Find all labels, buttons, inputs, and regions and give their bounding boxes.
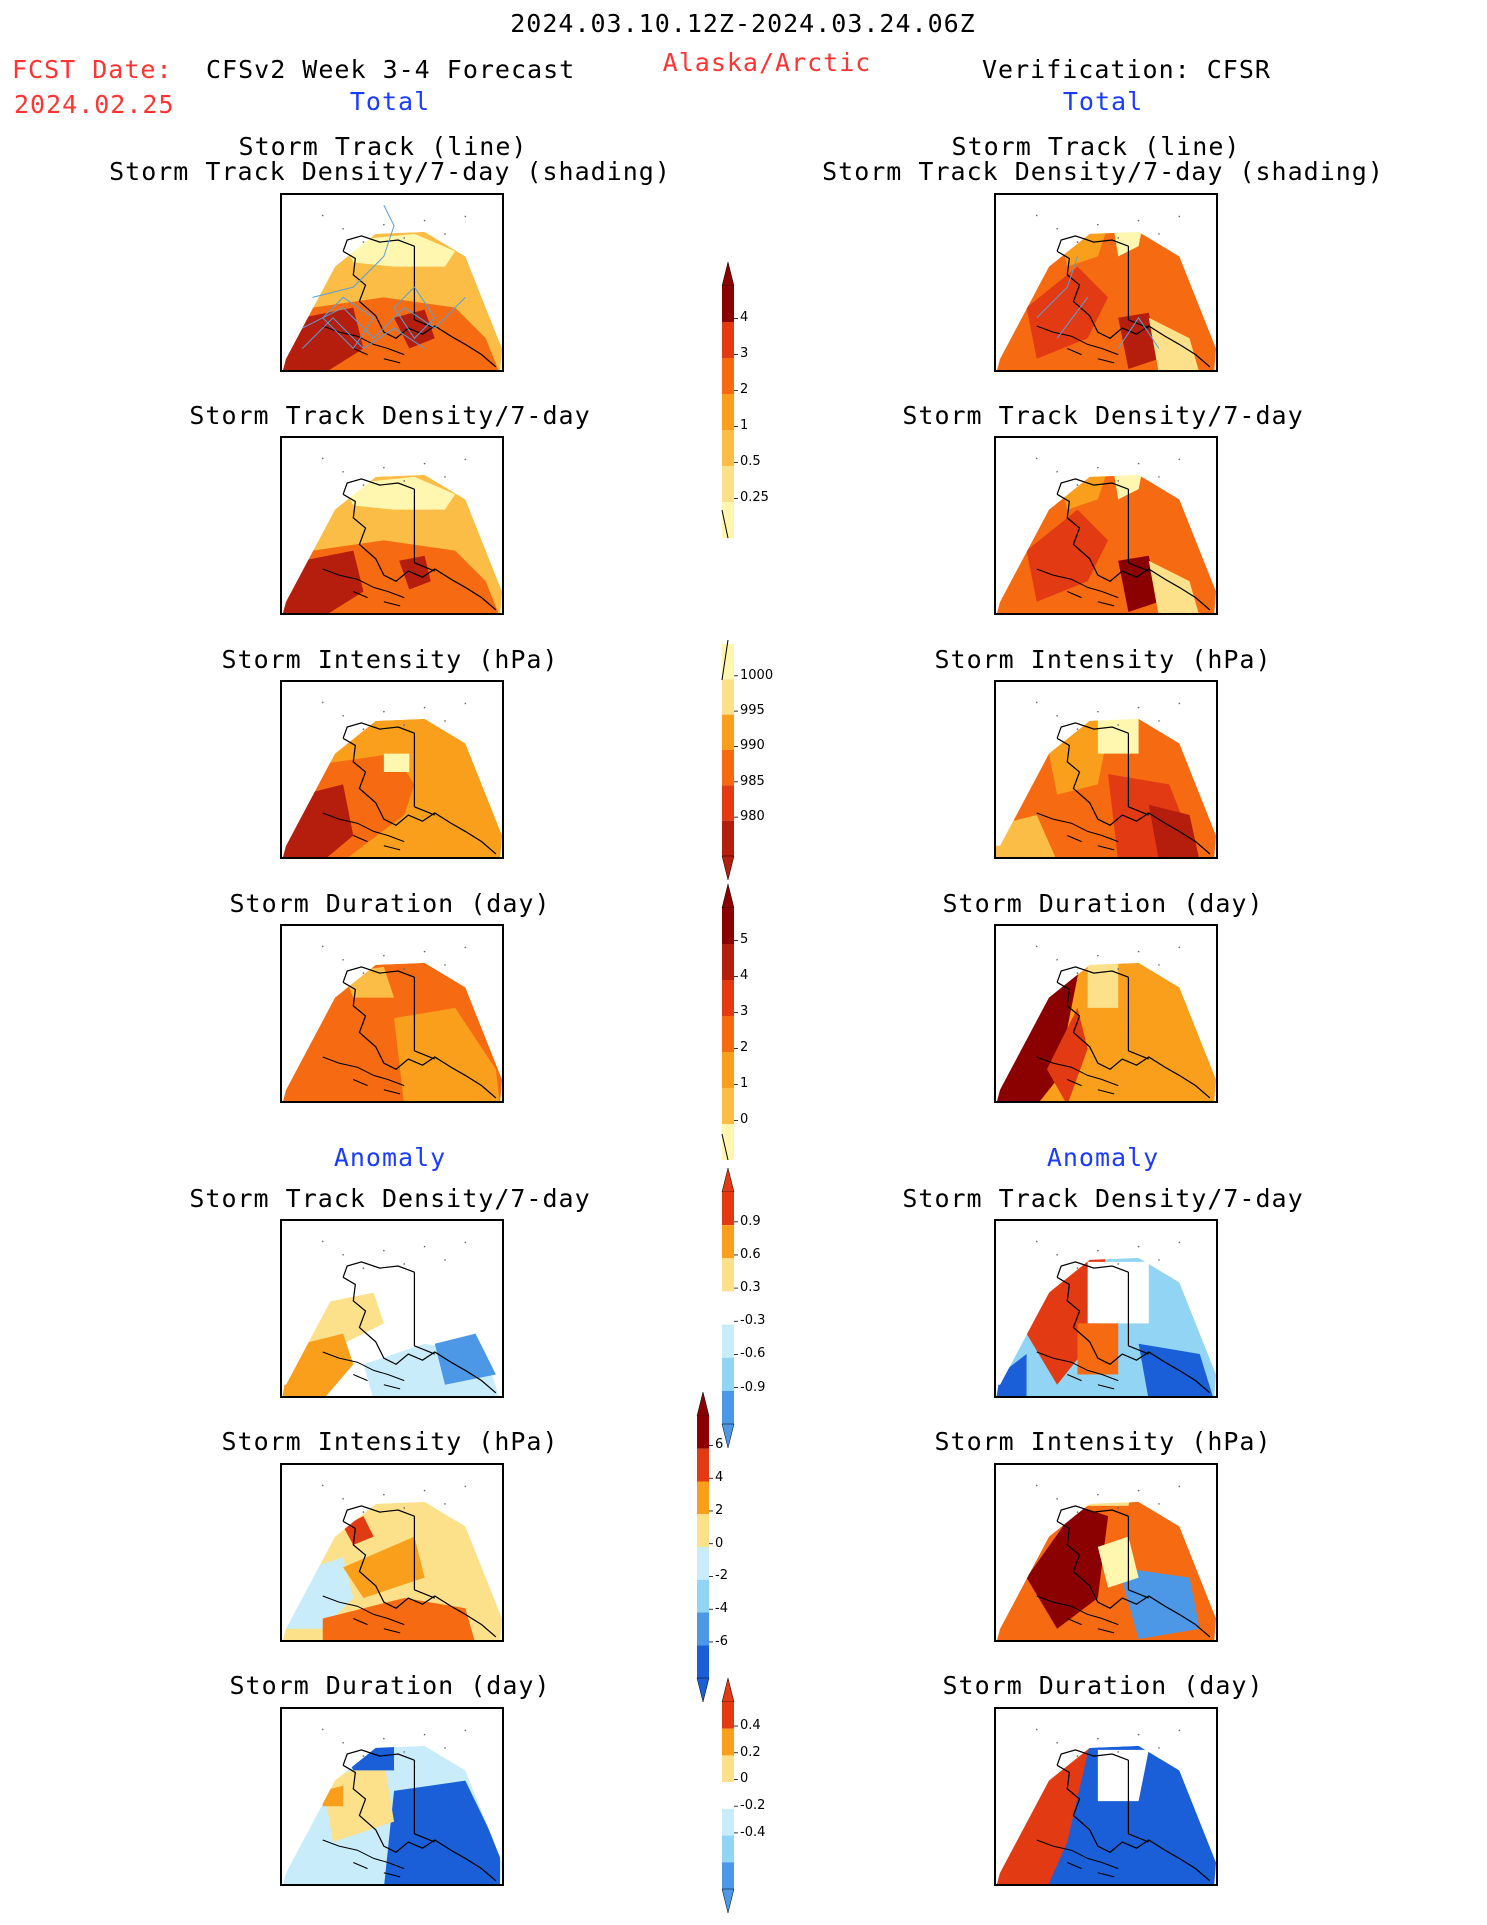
verification-title: Verification: CFSR: [982, 55, 1271, 84]
colorbar-tick-label: -0.6: [740, 1346, 766, 1362]
colorbar-tick-label: 2: [740, 1040, 749, 1056]
colorbar-tick-label: 0.5: [740, 454, 761, 470]
colorbar-anom-density: 0.9 0.6 0.3 -0.3 -0.6 -0.9: [718, 1167, 788, 1449]
right-anomaly-label: Anomaly: [1046, 1143, 1160, 1172]
map-cfsr-track: [994, 193, 1218, 372]
colorbar-tick-label: 3: [740, 1004, 749, 1020]
map-fcst-density: [280, 436, 504, 615]
colorbar-tick-label: 0.3: [740, 1280, 761, 1296]
colorbar-tick-label: -4: [715, 1601, 728, 1617]
colorbar-tick-label: 0: [715, 1535, 724, 1551]
map-cfsr-anom-density: [994, 1219, 1218, 1398]
map-cfsr-intensity: [994, 680, 1218, 859]
left-anomaly-label: Anomaly: [333, 1143, 447, 1172]
right-total-label: Total: [1062, 87, 1144, 116]
colorbar-tick-label: -6: [715, 1633, 728, 1649]
colorbar-tick-label: 0.6: [740, 1246, 761, 1262]
map-fcst-intensity: [280, 680, 504, 859]
right-density-title: Storm Track Density/7-day: [902, 401, 1304, 430]
colorbar-tick-label: 0.2: [740, 1744, 761, 1760]
colorbar-tick-label: 0: [740, 1112, 749, 1128]
colorbar-total-duration: 5 4 3 2 1 0: [718, 883, 788, 1164]
period-title: 2024.03.10.12Z-2024.03.24.06Z: [510, 9, 976, 38]
right-track-shading-title: Storm Track Density/7-day (shading): [822, 157, 1384, 186]
colorbar-total-intensity: 1000 995 990 985 980: [718, 639, 788, 881]
colorbar-tick-label: 995: [740, 703, 765, 719]
map-fcst-duration: [280, 924, 504, 1103]
map-cfsr-duration: [994, 924, 1218, 1103]
colorbar-tick-label: 5: [740, 932, 749, 948]
colorbar-tick-label: -0.2: [740, 1798, 766, 1814]
left-total-label: Total: [349, 87, 431, 116]
colorbar-tick-label: -0.9: [740, 1379, 766, 1395]
right-intensity-title: Storm Intensity (hPa): [934, 645, 1272, 674]
map-fcst-anom-density: [280, 1219, 504, 1398]
left-track-line-title: Storm Track (line): [238, 132, 528, 161]
colorbar-tick-label: 0: [740, 1771, 749, 1787]
colorbar-anom-duration: 0.4 0.2 0 -0.2 -0.4: [718, 1677, 788, 1914]
colorbar-tick-label: 1000: [740, 667, 774, 683]
colorbar-tick-label: 980: [740, 809, 765, 825]
colorbar-tick-label: 1: [740, 418, 749, 434]
fcst-date: 2024.02.25: [14, 90, 175, 119]
fcst-label: FCST Date:: [12, 55, 173, 84]
colorbar-tick-label: 1: [740, 1076, 749, 1092]
right-duration-title: Storm Duration (day): [942, 889, 1264, 918]
map-fcst-track: [280, 193, 504, 372]
colorbar-tick-label: 2: [715, 1502, 724, 1518]
colorbar-tick-label: 3: [740, 346, 749, 362]
region-title: Alaska/Arctic: [662, 48, 872, 77]
map-fcst-anom-duration: [280, 1707, 504, 1886]
model-title: CFSv2 Week 3-4 Forecast: [206, 55, 576, 84]
colorbar-tick-label: -2: [715, 1568, 728, 1584]
colorbar-tick-label: 6: [715, 1437, 724, 1453]
colorbar-tick-label: -0.3: [740, 1313, 766, 1329]
colorbar-tick-label: 4: [740, 968, 749, 984]
colorbar-tick-label: 0.9: [740, 1213, 761, 1229]
colorbar-tick-label: 0.4: [740, 1718, 761, 1734]
colorbar-tick-label: 985: [740, 773, 765, 789]
left-anom-intensity-title: Storm Intensity (hPa): [221, 1427, 559, 1456]
left-anom-duration-title: Storm Duration (day): [229, 1671, 551, 1700]
colorbar-anom-intensity: 6 4 2 0 -2 -4 -6: [693, 1391, 763, 1703]
colorbar-tick-label: 990: [740, 738, 765, 754]
left-track-shading-title: Storm Track Density/7-day (shading): [109, 157, 671, 186]
right-anom-duration-title: Storm Duration (day): [942, 1671, 1264, 1700]
colorbar-tick-label: 4: [715, 1470, 724, 1486]
colorbar-tick-label: 4: [740, 310, 749, 326]
right-anom-intensity-title: Storm Intensity (hPa): [934, 1427, 1272, 1456]
colorbar-tick-label: -0.4: [740, 1824, 766, 1840]
colorbar-tick-label: 0.25: [740, 490, 769, 506]
left-density-title: Storm Track Density/7-day: [189, 401, 591, 430]
left-duration-title: Storm Duration (day): [229, 889, 551, 918]
colorbar-tick-label: 2: [740, 382, 749, 398]
map-cfsr-density: [994, 436, 1218, 615]
map-fcst-anom-intensity: [280, 1463, 504, 1642]
left-anom-density-title: Storm Track Density/7-day: [189, 1184, 591, 1213]
right-track-line-title: Storm Track (line): [951, 132, 1241, 161]
left-intensity-title: Storm Intensity (hPa): [221, 645, 559, 674]
map-cfsr-anom-duration: [994, 1707, 1218, 1886]
colorbar-total-density: 4 3 2 1 0.5 0.25: [718, 261, 788, 542]
right-anom-density-title: Storm Track Density/7-day: [902, 1184, 1304, 1213]
map-cfsr-anom-intensity: [994, 1463, 1218, 1642]
